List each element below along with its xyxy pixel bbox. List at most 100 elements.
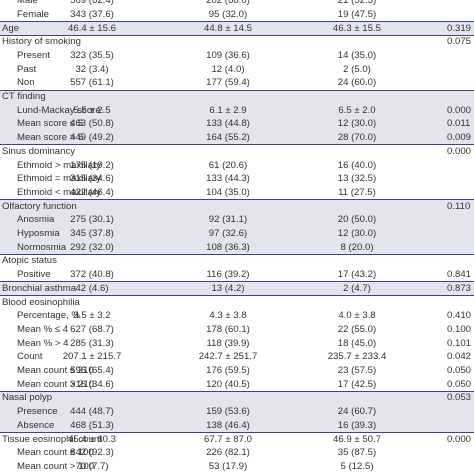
table-row: Mean count > 210 316 (34.6) 120 (40.5) 17 (…: [0, 378, 474, 392]
group-divider: [0, 21, 474, 23]
p-value: 0.873: [447, 282, 472, 294]
cell-value: 323 (35.5): [70, 49, 114, 61]
cell-value: 202 (68.0): [206, 0, 250, 7]
row-label: Olfactory function: [2, 200, 77, 212]
cell-value: 12 (4.0): [211, 63, 245, 75]
row-label: Ethmoid < maxillary: [17, 186, 101, 198]
table-row: Presence 444 (48.7) 159 (53.6) 24 (60.7): [0, 405, 474, 419]
table-row: Blood eosinophilia: [0, 296, 474, 310]
table-row: Lund-Mackay score 5.5 ± 2.5 6.1 ± 2.9 6.5 ±…: [0, 104, 474, 118]
cell-value: 118 (39.9): [206, 337, 250, 349]
row-label: CT finding: [2, 91, 46, 103]
cell-value: 5 (12.5): [340, 460, 374, 472]
table-row: Hyposmia 345 (37.8) 97 (32.6) 12 (30.0): [0, 227, 474, 241]
table-row: Tissue eosinophil count 45.4 ± 60.3 67.7 ±…: [0, 433, 474, 447]
table-row: Present 323 (35.5) 109 (36.6) 14 (35.0): [0, 49, 474, 63]
table-row: Mean count ≤ 100 842 (92.3) 226 (82.1) 35 (…: [0, 446, 474, 460]
row-label: Positive: [17, 269, 51, 281]
p-value: 0.100: [447, 323, 472, 335]
cell-value: 285 (31.3): [70, 337, 114, 349]
table-row: Bronchial asthma 42 (4.6) 13 (4.2) 2 (4.7) 0…: [0, 282, 474, 296]
cell-value: 11 (27.5): [338, 186, 376, 198]
cell-value: 159 (53.6): [206, 406, 250, 418]
group-divider: [0, 144, 474, 146]
table-row: Mean % > 4 285 (31.3) 118 (39.9) 18 (45.0) 0…: [0, 337, 474, 351]
cell-value: 292 (32.0): [70, 241, 114, 253]
p-value: 0.000: [447, 145, 472, 157]
row-label: Count: [17, 351, 43, 363]
group-divider: [0, 253, 474, 255]
p-value: 0.110: [447, 200, 471, 212]
cell-value: 177 (59.4): [206, 77, 250, 89]
cell-value: 92 (31.1): [208, 214, 248, 226]
table-row: Mean % ≤ 4 627 (68.7) 178 (60.1) 22 (55.0) 0…: [0, 323, 474, 337]
row-label: Age: [2, 22, 20, 34]
cell-value: 13 (32.5): [337, 173, 377, 185]
cell-value: 178 (60.1): [206, 323, 250, 335]
cell-value: 109 (36.6): [206, 49, 250, 61]
cell-value: 463 (50.8): [70, 118, 114, 130]
cell-value: 343 (37.6): [70, 8, 114, 20]
table-row: CT finding: [0, 90, 474, 104]
row-label: Mean count > 210: [17, 378, 95, 390]
row-label: Anosmia: [17, 214, 55, 226]
table-row: Female 343 (37.6) 95 (32.0) 19 (47.5): [0, 8, 474, 22]
cell-value: 4.3 ± 3.8: [209, 310, 247, 322]
p-value: 0.410: [447, 310, 472, 322]
row-label: Non: [17, 77, 35, 89]
table-row: Positive 372 (40.8) 116 (39.2) 17 (43.2) 0.8…: [0, 268, 474, 282]
group-shading: [0, 199, 474, 255]
cell-value: 120 (40.5): [206, 378, 250, 390]
group-divider: [0, 199, 474, 201]
cell-value: 176 (59.5): [206, 365, 250, 377]
p-value: 0.841: [447, 269, 472, 281]
cell-value: 16 (39.3): [337, 419, 377, 431]
cell-value: 46.9 ± 50.7: [333, 433, 381, 445]
p-value: 0.050: [447, 378, 472, 390]
cell-value: 6.5 ± 2.0: [338, 104, 376, 116]
cell-value: 35 (87.5): [337, 447, 377, 459]
row-label: Present: [17, 49, 51, 61]
cell-value: 444 (48.7): [70, 406, 114, 418]
cell-value: 17 (43.2): [337, 269, 377, 281]
cell-value: 226 (82.1): [206, 447, 250, 459]
cell-value: 316 (34.6): [70, 378, 114, 390]
cell-value: 18 (45.0): [337, 337, 377, 349]
cell-value: 133 (44.8): [206, 118, 250, 130]
row-label: Mean score ≤ 5: [17, 118, 84, 130]
cell-value: 17 (42.5): [337, 378, 377, 390]
table-row: Normosmia 292 (32.0) 108 (36.3) 8 (20.0): [0, 241, 474, 255]
row-label: Presence: [17, 406, 58, 418]
row-label: Sinus dominancy: [2, 145, 76, 157]
group-divider: [0, 432, 474, 434]
table-row: Ethmoid > maxillary 175 (19.2) 61 (20.6) 16…: [0, 159, 474, 173]
cell-value: 133 (44.3): [206, 173, 250, 185]
row-label: Bronchial asthma: [2, 282, 77, 294]
group-divider: [0, 390, 474, 392]
group-divider: [0, 281, 474, 283]
cell-value: 164 (55.2): [206, 132, 250, 144]
cell-value: 3.5 ± 3.2: [73, 310, 111, 322]
row-label: Nasal polyp: [2, 392, 53, 404]
row-label: Mean count ≤ 100: [17, 447, 94, 459]
row-label: Blood eosinophilia: [2, 296, 80, 308]
p-value: 0.000: [447, 433, 472, 445]
group-divider: [0, 34, 474, 36]
cell-value: 242.7 ± 251.7: [198, 351, 258, 363]
row-label: Absence: [17, 419, 55, 431]
table-row: Mean count ≤ 210 596 (65.4) 176 (59.5) 23 (…: [0, 364, 474, 378]
cell-value: 842 (92.3): [70, 447, 114, 459]
table-row: Ethmoid = maxillary 315 (34.6) 133 (44.3) 1…: [0, 172, 474, 186]
cell-value: 275 (30.1): [70, 214, 114, 226]
cell-value: 46.4 ± 15.6: [68, 22, 116, 34]
row-label: Atopic status: [2, 255, 57, 267]
row-label: Ethmoid = maxillary: [17, 173, 101, 185]
cell-value: 23 (57.5): [337, 365, 377, 377]
table-row: Olfactory function 0.110: [0, 200, 474, 214]
cell-value: 24 (60.7): [337, 406, 377, 418]
cell-value: 32 (3.4): [75, 63, 109, 75]
row-label: Male: [17, 0, 38, 7]
cell-value: 22 (55.0): [337, 323, 377, 335]
cell-value: 12 (30.0): [337, 118, 377, 130]
